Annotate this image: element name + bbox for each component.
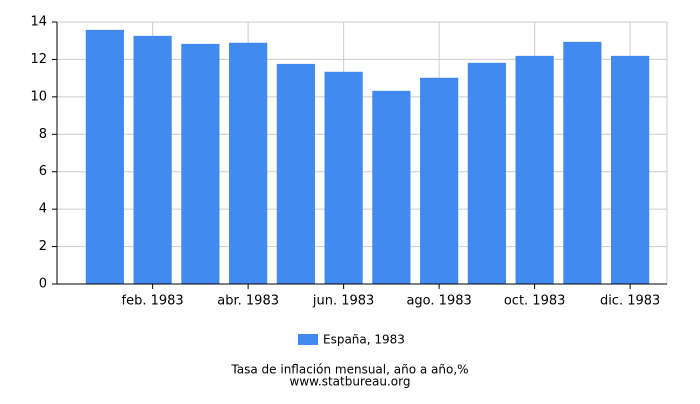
y-tick-label: 8	[39, 127, 47, 142]
legend-swatch	[298, 334, 318, 345]
legend-label: España, 1983	[323, 333, 405, 347]
y-tick-label: 12	[30, 52, 47, 67]
bar	[324, 71, 363, 284]
y-tick-label: 14	[30, 15, 47, 30]
bar	[181, 43, 220, 284]
bar	[563, 41, 602, 284]
y-tick-label: 10	[30, 89, 47, 104]
chart-title: Tasa de inflación mensual, año a año,%	[230, 363, 468, 377]
bar	[276, 63, 315, 284]
x-tick-label: abr. 1983	[217, 294, 279, 309]
bar	[85, 29, 124, 284]
x-tick-label: dic. 1983	[600, 294, 660, 309]
bar	[133, 35, 172, 284]
bar	[229, 42, 268, 284]
bar	[611, 55, 650, 284]
x-tick-label: ago. 1983	[406, 294, 471, 309]
x-tick-label: oct. 1983	[504, 294, 566, 309]
bar	[372, 90, 411, 285]
y-tick-label: 6	[39, 164, 47, 179]
bar	[515, 55, 554, 284]
source: www.statbureau.org	[290, 375, 411, 389]
y-tick-label: 2	[39, 239, 47, 254]
x-tick-label: feb. 1983	[122, 294, 184, 309]
bar	[420, 77, 459, 284]
x-tick-label: jun. 1983	[312, 294, 374, 309]
y-tick-label: 0	[39, 277, 47, 292]
bar	[467, 62, 506, 284]
y-tick-label: 4	[39, 202, 47, 217]
